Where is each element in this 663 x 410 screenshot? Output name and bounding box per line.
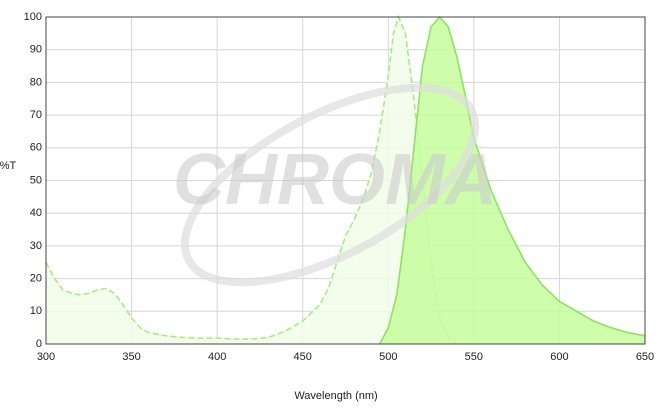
watermark: CHROMA	[173, 140, 497, 220]
y-tick-label: 30	[30, 240, 42, 252]
x-tick-label: 400	[208, 351, 226, 363]
x-tick-label: 500	[379, 351, 397, 363]
plot-frame	[45, 16, 646, 345]
y-tick-label: 100	[24, 11, 42, 23]
y-tick-label: 50	[30, 174, 42, 186]
x-tick-label: 300	[37, 351, 55, 363]
x-tick-label: 550	[465, 351, 483, 363]
area-fill	[379, 17, 645, 344]
x-tick-label: 350	[122, 351, 140, 363]
x-axis-label: Wavelength (nm)	[294, 390, 377, 402]
area-fill	[46, 17, 457, 344]
y-tick-label: 0	[36, 338, 42, 350]
x-tick-label: 600	[550, 351, 568, 363]
y-tick-label: 90	[30, 44, 42, 56]
axes: 0 10 20 30 40 50 60 70 80 90 100 300 350 400 450 500 550…	[24, 11, 655, 363]
y-axis-label: %T	[0, 160, 17, 172]
y-tick-label: 60	[30, 142, 42, 154]
y-tick-label: 10	[30, 305, 42, 317]
area-line	[45, 14, 458, 345]
y-tick-label: 40	[30, 207, 42, 219]
y-tick-label: 80	[30, 76, 42, 88]
x-tick-label: 650	[636, 351, 654, 363]
y-tick-label: 20	[30, 273, 42, 285]
y-tick-label: 70	[30, 109, 42, 121]
x-tick-label: 450	[294, 351, 312, 363]
watermark-swoosh	[180, 83, 480, 287]
